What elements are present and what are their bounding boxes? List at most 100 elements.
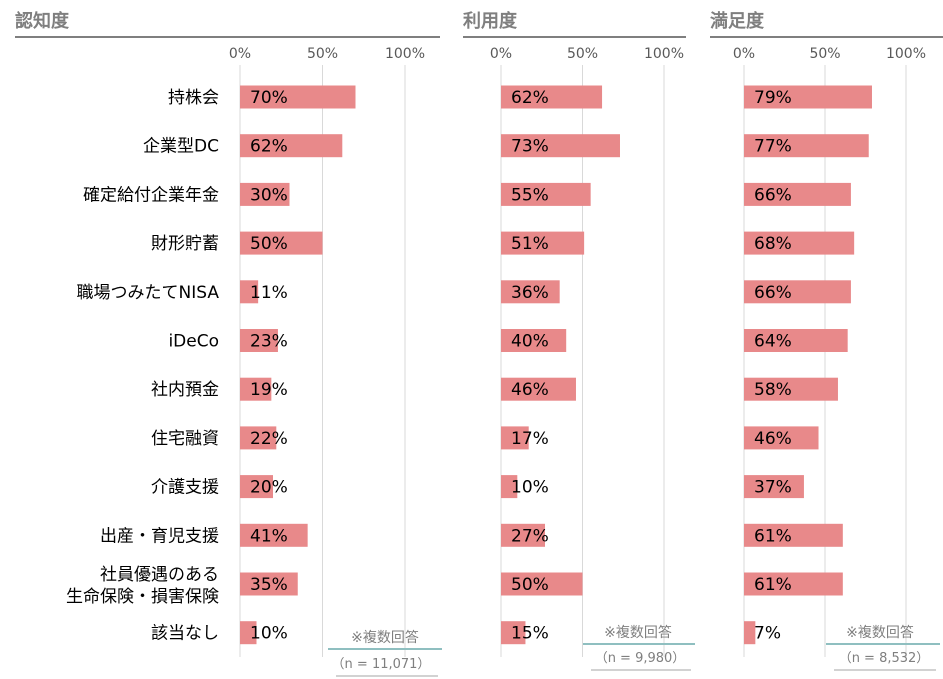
bar bbox=[501, 134, 620, 158]
panel-title: 利用度 bbox=[463, 10, 518, 32]
bar bbox=[744, 329, 848, 352]
value-label: 50% bbox=[511, 575, 549, 595]
value-label: 36% bbox=[511, 283, 549, 303]
category-label-line: 生命保険・損害保険 bbox=[66, 587, 219, 607]
bar bbox=[501, 523, 546, 547]
value-label: 46% bbox=[754, 429, 792, 449]
value-label: 55% bbox=[511, 185, 549, 205]
category-label-line: 社員優遇のある bbox=[100, 565, 219, 585]
bar bbox=[501, 426, 529, 450]
value-label: 7% bbox=[754, 624, 781, 644]
n-label: （n = 8,532） bbox=[839, 651, 930, 666]
tick-label: 50% bbox=[307, 46, 338, 62]
value-label: 77% bbox=[754, 137, 792, 157]
panel-title: 満足度 bbox=[710, 10, 765, 32]
category-label: 出産・育児支援 bbox=[100, 526, 219, 546]
value-label: 11% bbox=[250, 283, 288, 303]
value-label: 51% bbox=[511, 234, 549, 254]
bar bbox=[744, 182, 851, 206]
category-label: 企業型DC bbox=[143, 137, 219, 157]
bar bbox=[240, 572, 298, 596]
category-label: 該当なし bbox=[151, 624, 219, 644]
tick-label: 0% bbox=[229, 46, 251, 62]
value-label: 46% bbox=[511, 380, 549, 400]
value-label: 73% bbox=[511, 137, 549, 157]
bar bbox=[501, 182, 591, 206]
bar bbox=[240, 475, 273, 499]
bar bbox=[744, 572, 843, 596]
bar bbox=[744, 85, 872, 109]
value-label: 62% bbox=[511, 88, 549, 108]
panel-title: 認知度 bbox=[15, 10, 70, 32]
category-label: 社員優遇のある生命保険・損害保険 bbox=[66, 565, 219, 607]
bar bbox=[744, 426, 819, 450]
bar bbox=[744, 377, 838, 401]
value-label: 58% bbox=[754, 380, 792, 400]
bar bbox=[240, 85, 356, 109]
value-label: 50% bbox=[250, 234, 288, 254]
tick-label: 0% bbox=[490, 46, 512, 62]
tick-label: 50% bbox=[809, 46, 840, 62]
bar bbox=[240, 231, 323, 255]
bar bbox=[501, 231, 585, 255]
value-label: 62% bbox=[250, 137, 288, 157]
bar bbox=[240, 134, 343, 158]
category-label: 確定給付企業年金 bbox=[83, 185, 219, 205]
value-label: 79% bbox=[754, 88, 792, 108]
value-label: 30% bbox=[250, 185, 288, 205]
bar bbox=[501, 621, 526, 645]
bar bbox=[240, 329, 278, 352]
bar bbox=[744, 475, 804, 499]
category-label: 財形貯蓄 bbox=[151, 234, 219, 254]
value-label: 20% bbox=[250, 478, 288, 498]
bar bbox=[501, 329, 567, 352]
tick-label: 0% bbox=[733, 46, 755, 62]
value-label: 23% bbox=[250, 332, 288, 352]
bar bbox=[240, 523, 308, 547]
value-label: 66% bbox=[754, 185, 792, 205]
tick-label: 50% bbox=[567, 46, 598, 62]
note-label: ※複数回答 bbox=[351, 629, 419, 646]
note-label: ※複数回答 bbox=[846, 624, 914, 641]
bar bbox=[240, 377, 272, 401]
bar bbox=[744, 134, 869, 158]
bar bbox=[240, 426, 277, 450]
value-label: 64% bbox=[754, 332, 792, 352]
category-label: iDeCo bbox=[168, 332, 219, 352]
value-label: 27% bbox=[511, 526, 549, 546]
value-label: 61% bbox=[754, 526, 792, 546]
tick-label: 100% bbox=[886, 46, 926, 62]
category-label: 住宅融資 bbox=[151, 429, 219, 449]
value-label: 37% bbox=[754, 478, 792, 498]
bar bbox=[501, 572, 583, 596]
tick-label: 100% bbox=[385, 46, 425, 62]
value-label: 22% bbox=[250, 429, 288, 449]
value-label: 10% bbox=[250, 624, 288, 644]
value-label: 35% bbox=[250, 575, 288, 595]
tick-label: 100% bbox=[644, 46, 684, 62]
value-label: 41% bbox=[250, 526, 288, 546]
n-label: （n = 9,980） bbox=[595, 651, 686, 666]
n-label: （n = 11,071） bbox=[332, 657, 431, 672]
bar bbox=[744, 523, 843, 547]
bar bbox=[240, 182, 290, 206]
bar bbox=[240, 621, 257, 645]
value-label: 70% bbox=[250, 88, 288, 108]
note-label: ※複数回答 bbox=[604, 624, 672, 641]
bar bbox=[501, 377, 576, 401]
value-label: 40% bbox=[511, 332, 549, 352]
category-label: 持株会 bbox=[168, 88, 219, 108]
value-label: 10% bbox=[511, 478, 549, 498]
value-label: 17% bbox=[511, 429, 549, 449]
bar bbox=[240, 280, 259, 304]
bar bbox=[744, 621, 756, 645]
value-label: 19% bbox=[250, 380, 288, 400]
category-label: 職場つみたてNISA bbox=[77, 283, 220, 303]
bar bbox=[744, 231, 855, 255]
bar bbox=[744, 280, 851, 304]
bar bbox=[501, 475, 518, 499]
value-label: 15% bbox=[511, 624, 549, 644]
bar bbox=[501, 280, 560, 304]
